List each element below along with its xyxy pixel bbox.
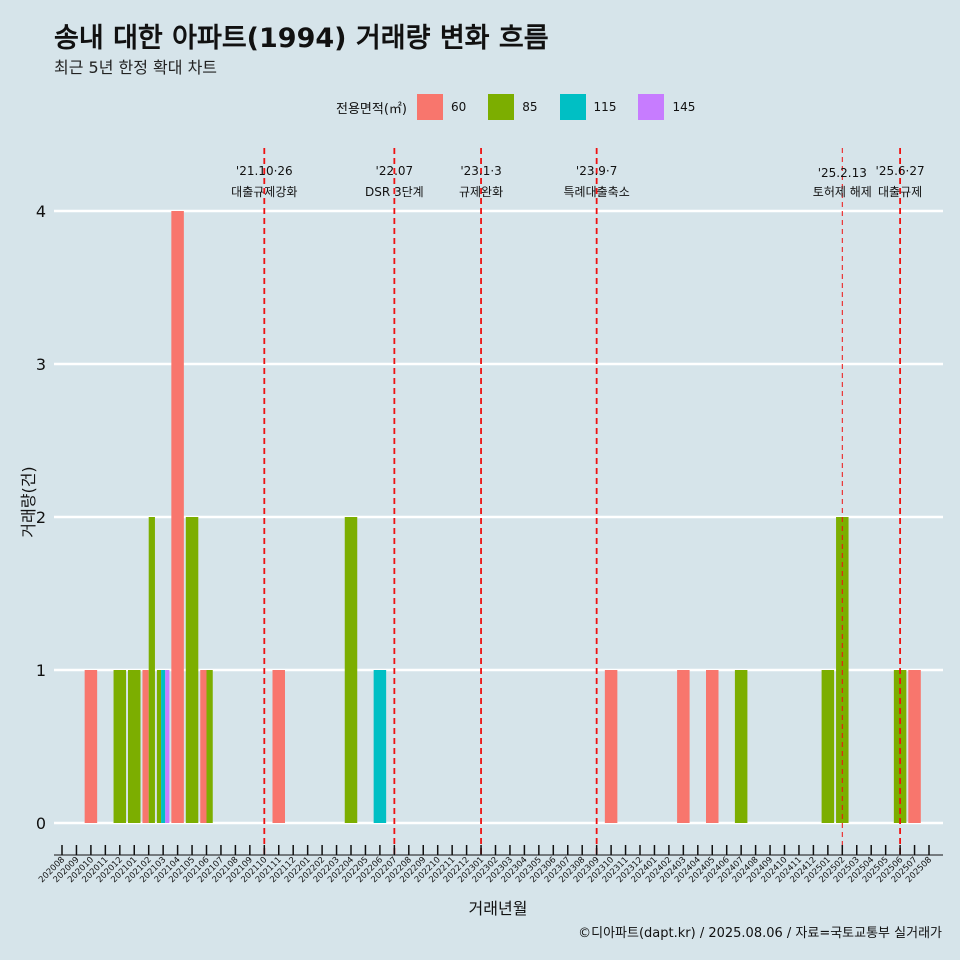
legend-key-60 [416, 94, 443, 120]
y-tick-label-0: 0 [36, 814, 46, 833]
event-name-label-5: 토허제 해제 [813, 185, 872, 199]
bar-202206-115 [373, 670, 387, 823]
bar-202103-85 [156, 670, 162, 823]
event-name-label-2: DSR 3단계 [365, 185, 424, 199]
bar-202506-85 [893, 670, 907, 823]
event-lines: '21.10·26 대출규제강화 '22.07 DSR 3단계 '23.1·3 규제완화 '… [231, 148, 925, 855]
y-tick-label-3: 3 [36, 355, 46, 374]
legend-title: 전용면적(㎡) [336, 101, 407, 117]
bar-202105-85 [185, 517, 199, 823]
bar-202106-60 [200, 670, 207, 823]
y-axis-title: 거래량(건) [19, 466, 38, 537]
legend-label-115: 115 [593, 100, 617, 114]
bars [84, 211, 921, 823]
event-name-label-1: 대출규제강화 [231, 185, 297, 199]
bar-202101-85 [128, 670, 141, 823]
bar-202204-85 [344, 517, 358, 823]
event-date-label-3: '23.1·3 [460, 164, 501, 178]
bar-202106-85 [206, 670, 213, 823]
bar-202012-85 [113, 670, 127, 823]
bar-202407-85 [734, 670, 748, 823]
bar-202102-85 [148, 517, 155, 823]
bar-202405-60 [706, 670, 719, 823]
legend-key-145 [638, 94, 665, 120]
event-date-label-5: '25.2.13 [818, 166, 867, 180]
bar-202501-85 [821, 670, 835, 823]
legend: 전용면적(㎡) 60 85 115 145 [336, 93, 717, 121]
chart-title: 송내 대한 아파트(1994) 거래량 변화 흐름 [54, 23, 549, 54]
legend-label-60: 60 [450, 100, 467, 114]
bar-202111-60 [272, 670, 285, 823]
legend-key-115 [559, 94, 586, 120]
x-axis-title: 거래년월 [469, 899, 528, 918]
y-tick-label-1: 1 [36, 661, 46, 680]
bar-202403-60 [677, 670, 690, 823]
caption: ©디아파트(dapt.kr) / 2025.08.06 / 자료=국토교통부 실… [578, 926, 942, 941]
legend-label-85: 85 [522, 100, 538, 114]
event-name-label-3: 규제완화 [459, 185, 503, 199]
event-date-label-6: '25.6·27 [876, 164, 925, 178]
bar-202507-60 [908, 670, 921, 823]
bar-202103-115 [161, 670, 166, 823]
legend-key-85 [488, 94, 515, 120]
event-date-label-1: '21.10·26 [236, 164, 293, 178]
bar-202104-60 [171, 211, 184, 823]
bar-202010-60 [84, 670, 98, 823]
event-date-label-4: '23.9·7 [576, 164, 617, 178]
y-tick-label-4: 4 [36, 202, 46, 221]
legend-label-145: 145 [672, 100, 696, 114]
event-name-label-6: 대출규제 [878, 185, 922, 199]
chart-subtitle: 최근 5년 한정 확대 차트 [54, 58, 218, 77]
y-tick-label-2: 2 [36, 508, 46, 527]
bar-202103-145 [165, 670, 170, 823]
event-date-label-2: '22.07 [376, 164, 414, 178]
bar-202310-60 [604, 670, 618, 823]
event-name-label-4: 특례대출축소 [564, 185, 630, 199]
bar-202102-60 [142, 670, 149, 823]
